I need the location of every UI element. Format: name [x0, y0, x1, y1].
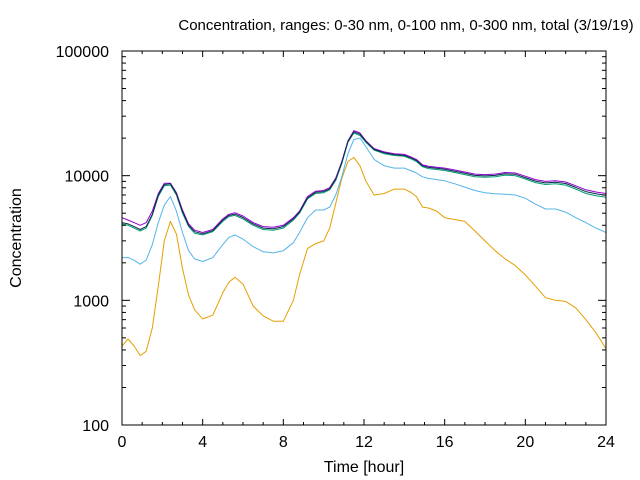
- y-tick-label: 10000: [65, 169, 110, 186]
- series-line-2: [122, 137, 607, 265]
- series-line-5: [121, 131, 607, 235]
- y-tick-label: 100: [82, 418, 109, 435]
- x-tick-label: 16: [436, 434, 454, 451]
- x-axis-label: Time [hour]: [324, 459, 404, 476]
- y-tick-label: 100000: [56, 44, 109, 61]
- x-tick-label: 24: [597, 434, 615, 451]
- series-line-3: [121, 132, 607, 236]
- x-tick-label: 0: [118, 434, 127, 451]
- y-axis-label: Concentration: [8, 188, 25, 288]
- plot-series: [121, 130, 607, 357]
- y-tick-label: 1000: [73, 293, 109, 310]
- chart-title: Concentration, ranges: 0-30 nm, 0-100 nm…: [178, 17, 633, 34]
- x-tick-label: 4: [198, 434, 207, 451]
- x-axis: 0 4 8 12 16 20 24: [118, 51, 615, 451]
- x-tick-label: 12: [355, 434, 373, 451]
- x-tick-label: 20: [516, 434, 534, 451]
- y-axis: 100 1000 10000 100000: [56, 44, 606, 435]
- x-tick-label: 8: [279, 434, 288, 451]
- plot-frame: [121, 50, 607, 426]
- series-line-1: [121, 156, 607, 357]
